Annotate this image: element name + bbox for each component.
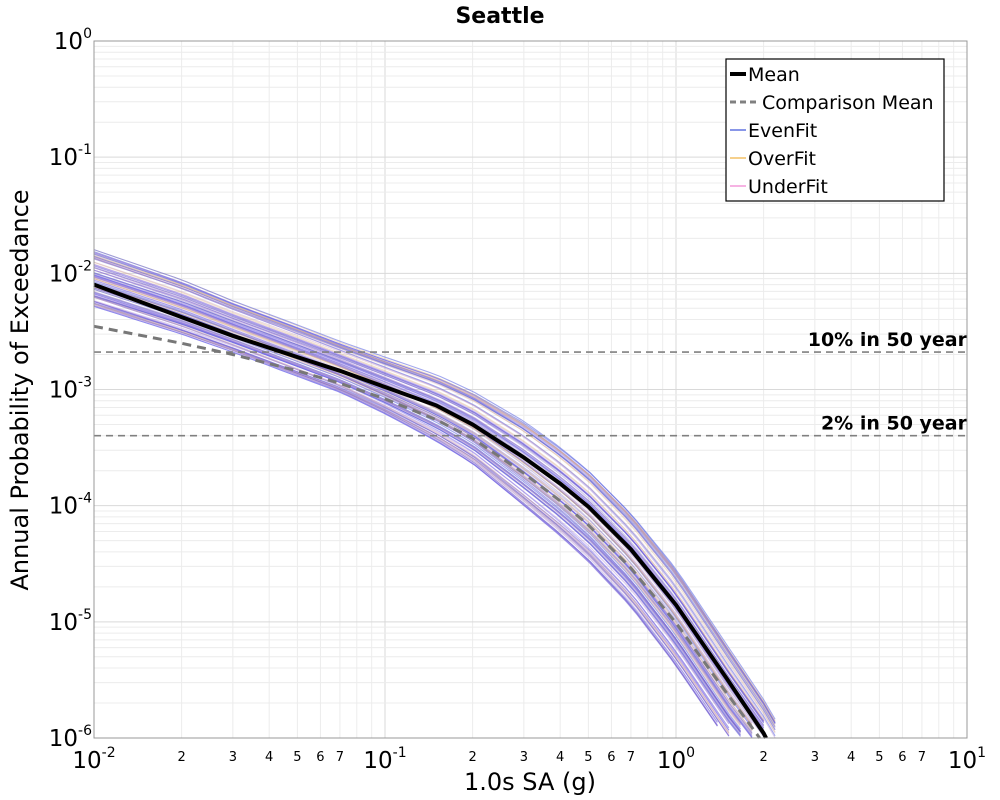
x-minor-tick-label: 2	[468, 750, 476, 765]
x-minor-tick-label: 7	[918, 750, 926, 765]
mean-series	[93, 282, 768, 739]
fit-curve	[93, 257, 776, 739]
x-minor-tick-label: 6	[898, 750, 906, 765]
fit-curve	[93, 272, 765, 727]
fit-curve	[93, 301, 718, 727]
fit-curve	[93, 293, 741, 732]
comparison-mean-line	[93, 324, 761, 739]
x-minor-tick-label: 5	[584, 750, 592, 765]
fit-curve	[93, 257, 776, 729]
x-minor-tick-label: 4	[847, 750, 855, 765]
y-tick-label: 10-2	[49, 258, 92, 287]
legend: Mean Comparison Mean EvenFit OverFit UnderFi…	[725, 58, 945, 202]
fit-curve	[93, 269, 765, 729]
fit-curve	[93, 279, 753, 738]
y-tick-label: 10-1	[49, 142, 92, 171]
x-minor-tick-label: 7	[336, 750, 344, 765]
y-axis-ticks: 100 10-1 10-2 10-3 10-4 10-5 10-6	[49, 26, 92, 752]
grid	[94, 41, 967, 738]
fit-curve	[93, 264, 765, 723]
fit-curve	[93, 285, 741, 726]
legend-label: Comparison Mean	[762, 92, 934, 114]
fit-curve	[93, 249, 776, 723]
x-minor-tick-label: 2	[759, 750, 767, 765]
legend-label: Mean	[748, 64, 800, 86]
y-tick-label: 10-6	[49, 723, 92, 752]
reference-line-label: 2% in 50 year	[821, 413, 968, 435]
fit-curve	[93, 293, 730, 731]
fit-curve	[93, 293, 741, 734]
fit-curve	[93, 261, 776, 734]
fit-curve	[93, 274, 765, 729]
fit-curve	[93, 255, 776, 722]
fit-curve	[93, 291, 741, 735]
y-tick-label: 10-3	[49, 375, 92, 404]
fit-curve	[93, 261, 765, 721]
y-tick-label: 10-5	[49, 607, 92, 636]
fit-curve	[93, 252, 776, 724]
legend-label: OverFit	[748, 148, 816, 170]
chart-title: Seattle	[455, 4, 544, 29]
x-minor-tick-label: 3	[229, 750, 237, 765]
fit-curve	[93, 303, 730, 734]
legend-label: UnderFit	[748, 176, 828, 198]
x-minor-tick-label: 4	[556, 750, 564, 765]
mean-line	[93, 282, 768, 739]
y-tick-label: 100	[54, 26, 92, 55]
fit-curve	[93, 283, 753, 729]
x-minor-tick-label: 7	[627, 750, 635, 765]
x-minor-tick-label: 3	[811, 750, 819, 765]
x-tick-label: 101	[948, 745, 986, 774]
fit-curve	[93, 296, 730, 737]
x-minor-tick-label: 5	[875, 750, 883, 765]
x-axis-label: 1.0s SA (g)	[464, 768, 596, 796]
y-axis-label: Annual Probability of Exceedance	[6, 189, 34, 590]
fit-curve	[93, 257, 776, 737]
x-tick-label: 10-1	[363, 745, 406, 774]
y-tick-label: 10-4	[49, 491, 92, 520]
x-tick-label: 10-2	[72, 745, 115, 774]
reference-line-label: 10% in 50 year	[808, 329, 968, 351]
x-minor-tick-label: 6	[607, 750, 615, 765]
x-minor-tick-label: 4	[265, 750, 273, 765]
fit-curve	[93, 296, 730, 733]
legend-box	[725, 58, 945, 202]
fit-curve	[93, 295, 741, 736]
x-minor-tick-label: 2	[177, 750, 185, 765]
x-minor-tick-label: 3	[520, 750, 528, 765]
x-minor-tick-label: 6	[316, 750, 324, 765]
x-minor-tick-label: 5	[293, 750, 301, 765]
fit-curve	[93, 296, 730, 734]
plot-frame	[93, 40, 968, 739]
legend-label: EvenFit	[748, 120, 817, 142]
fit-curve	[93, 300, 730, 725]
reference-lines: 10% in 50 year 2% in 50 year	[94, 329, 968, 437]
fit-curve	[93, 255, 776, 728]
x-tick-label: 100	[657, 745, 695, 774]
fit-curve	[93, 291, 753, 739]
fit-curve	[93, 256, 776, 722]
